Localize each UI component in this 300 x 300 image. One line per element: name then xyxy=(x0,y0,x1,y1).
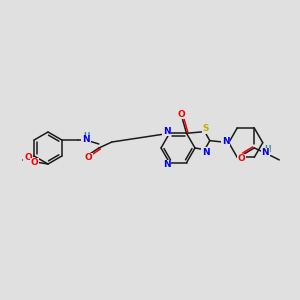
Text: O: O xyxy=(178,110,185,119)
Text: N: N xyxy=(163,160,170,169)
Text: H: H xyxy=(264,146,271,154)
Text: N: N xyxy=(163,127,170,136)
Text: N: N xyxy=(222,137,230,146)
Text: O: O xyxy=(30,158,38,167)
Text: N: N xyxy=(82,136,90,145)
Text: O: O xyxy=(85,154,93,163)
Text: O: O xyxy=(24,153,32,162)
Text: S: S xyxy=(202,124,209,133)
Text: O: O xyxy=(237,154,245,164)
Text: N: N xyxy=(261,148,269,158)
Text: N: N xyxy=(202,148,210,157)
Text: H: H xyxy=(84,132,90,141)
